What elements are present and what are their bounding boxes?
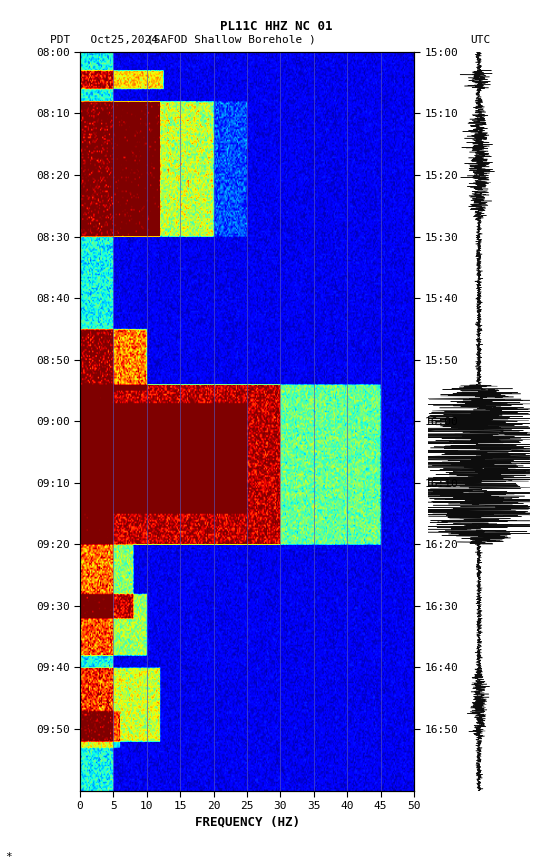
Text: PDT   Oct25,2024: PDT Oct25,2024 bbox=[50, 35, 158, 45]
X-axis label: FREQUENCY (HZ): FREQUENCY (HZ) bbox=[194, 815, 300, 828]
Text: (SAFOD Shallow Borehole ): (SAFOD Shallow Borehole ) bbox=[147, 35, 316, 45]
Text: *: * bbox=[6, 852, 12, 861]
Text: PL11C HHZ NC 01: PL11C HHZ NC 01 bbox=[220, 20, 332, 33]
Text: UTC: UTC bbox=[470, 35, 490, 45]
